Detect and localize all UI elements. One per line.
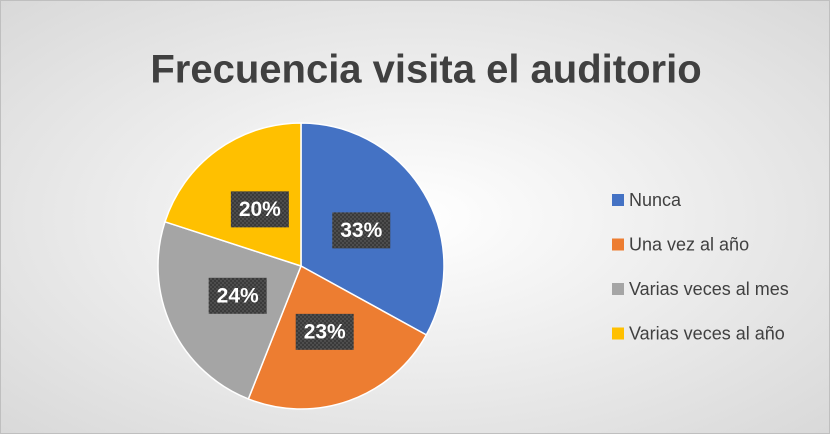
data-label-box [208,277,267,314]
chart-title: Frecuencia visita el auditorio [150,48,701,92]
legend-label: Una vez al año [629,234,749,254]
data-label: 33% [340,219,382,242]
data-label: 20% [239,198,281,221]
data-label-box [295,313,354,350]
legend-label: Nunca [629,190,682,210]
legend-swatch [612,238,624,251]
data-label: 23% [304,320,346,343]
data-label: 24% [217,284,259,307]
data-label-box [332,212,391,249]
legend-swatch [612,194,624,206]
data-label-box [230,191,289,228]
legend-swatch [612,327,624,340]
legend-label: Varias veces al mes [629,279,789,299]
legend-swatch [612,283,624,295]
legend-label: Varias veces al año [629,323,785,343]
